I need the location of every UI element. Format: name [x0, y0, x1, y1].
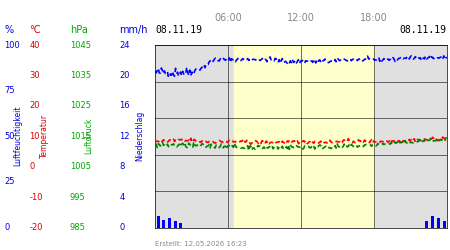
Text: hPa: hPa — [70, 25, 88, 35]
Text: 985: 985 — [70, 223, 86, 232]
Text: 1005: 1005 — [70, 162, 91, 171]
Text: °C: °C — [29, 25, 41, 35]
Text: 1045: 1045 — [70, 40, 91, 50]
Text: mm/h: mm/h — [119, 25, 148, 35]
Text: %: % — [4, 25, 13, 35]
Text: 06:00: 06:00 — [214, 12, 242, 22]
Text: 16: 16 — [119, 101, 130, 110]
Text: Luftdruck: Luftdruck — [85, 118, 94, 154]
Text: 50: 50 — [4, 132, 15, 141]
Text: 8: 8 — [119, 162, 125, 171]
Text: 30: 30 — [29, 71, 40, 80]
Text: 25: 25 — [4, 178, 15, 186]
Text: 40: 40 — [29, 40, 40, 50]
Bar — [158, 216, 160, 228]
Text: 20: 20 — [29, 101, 40, 110]
Text: 12: 12 — [119, 132, 130, 141]
Text: 08.11.19: 08.11.19 — [155, 25, 202, 35]
Bar — [175, 222, 177, 228]
Text: Temperatur: Temperatur — [40, 114, 49, 158]
Text: -10: -10 — [29, 192, 43, 202]
Text: 18:00: 18:00 — [360, 12, 388, 22]
Bar — [234, 45, 374, 228]
Text: Luftfeuchtigkeit: Luftfeuchtigkeit — [14, 106, 22, 166]
Bar — [168, 218, 171, 228]
Text: Niederschlag: Niederschlag — [135, 111, 144, 162]
Text: 1015: 1015 — [70, 132, 91, 141]
Text: 10: 10 — [29, 132, 40, 141]
Text: Erstellt: 12.05.2026 16:23: Erstellt: 12.05.2026 16:23 — [155, 242, 247, 248]
Bar — [431, 216, 434, 228]
Text: 4: 4 — [119, 192, 125, 202]
Bar — [425, 222, 427, 228]
Text: 75: 75 — [4, 86, 15, 95]
Text: 08.11.19: 08.11.19 — [400, 25, 447, 35]
Bar — [437, 218, 440, 228]
Text: -20: -20 — [29, 223, 43, 232]
Text: 995: 995 — [70, 192, 86, 202]
Text: 0: 0 — [4, 223, 10, 232]
Bar — [162, 220, 165, 228]
Text: 1035: 1035 — [70, 71, 91, 80]
Text: 20: 20 — [119, 71, 130, 80]
Text: 1025: 1025 — [70, 101, 91, 110]
Text: 0: 0 — [29, 162, 35, 171]
Text: 100: 100 — [4, 40, 20, 50]
Text: 0: 0 — [119, 223, 125, 232]
Text: 12:00: 12:00 — [287, 12, 315, 22]
Bar — [443, 221, 446, 228]
Bar — [179, 223, 182, 228]
Text: 24: 24 — [119, 40, 130, 50]
